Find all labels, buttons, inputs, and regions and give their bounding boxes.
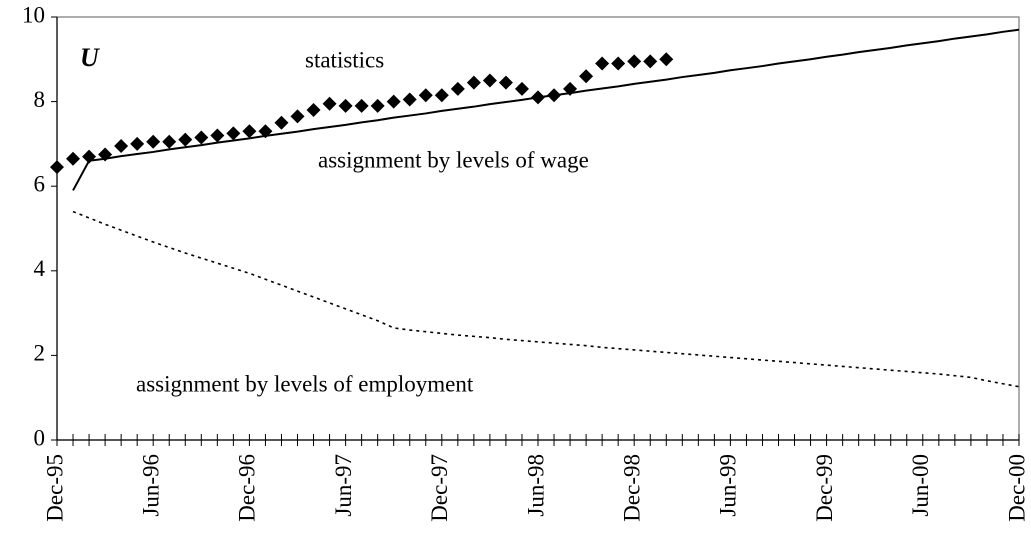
data-point [627,54,642,69]
series-line [72,210,1020,388]
x-tick-label: Dec-98 [619,454,644,522]
data-point [386,94,401,109]
x-tick-label: Jun-96 [138,454,163,517]
data-point [338,98,353,113]
y-tick-label: 4 [34,256,46,281]
data-point [434,88,449,103]
data-point [146,134,161,149]
x-tick-label: Jun-00 [908,454,933,517]
data-point [643,54,658,69]
y-tick-label: 0 [34,425,46,450]
y-tick-label: 6 [34,171,46,196]
data-point [659,52,674,67]
series-line [72,28,1020,191]
series-annotation: assignment by levels of employment [136,371,474,396]
series-annotation: statistics [305,47,384,72]
x-tick-label: Dec-99 [812,454,837,522]
data-point [290,109,305,124]
x-tick-label: Dec-96 [235,454,260,522]
x-tick-label: Dec-00 [1004,454,1029,522]
data-point [402,92,417,107]
data-point [482,73,497,88]
data-point [611,56,626,71]
x-tick-label: Jun-98 [523,454,548,517]
data-point [242,124,257,139]
x-tick-label: Jun-97 [331,454,356,517]
data-point [274,115,289,130]
y-tick-label: 2 [34,341,46,366]
data-point [322,96,337,111]
data-point [498,75,513,90]
data-point [370,98,385,113]
data-point [579,69,594,84]
data-point [66,151,81,166]
y-tick-label: 10 [22,2,45,27]
data-point [354,98,369,113]
data-point [306,103,321,118]
data-point [466,75,481,90]
data-point [418,88,433,103]
data-point [162,134,177,149]
data-point [210,128,225,143]
data-point [226,126,241,141]
data-point [114,139,129,154]
data-point [50,160,64,175]
data-point [194,130,209,145]
data-point [450,81,465,96]
x-tick-label: Jun-99 [716,454,741,517]
data-point [595,56,610,71]
x-tick-label: Dec-97 [427,454,452,522]
series-annotation: assignment by levels of wage [318,147,589,172]
y-tick-label: 8 [34,87,46,112]
data-point [514,81,529,96]
data-point [130,136,145,151]
y-axis-label: U [80,43,100,72]
data-point [178,132,193,147]
x-tick-label: Dec-95 [42,454,67,522]
